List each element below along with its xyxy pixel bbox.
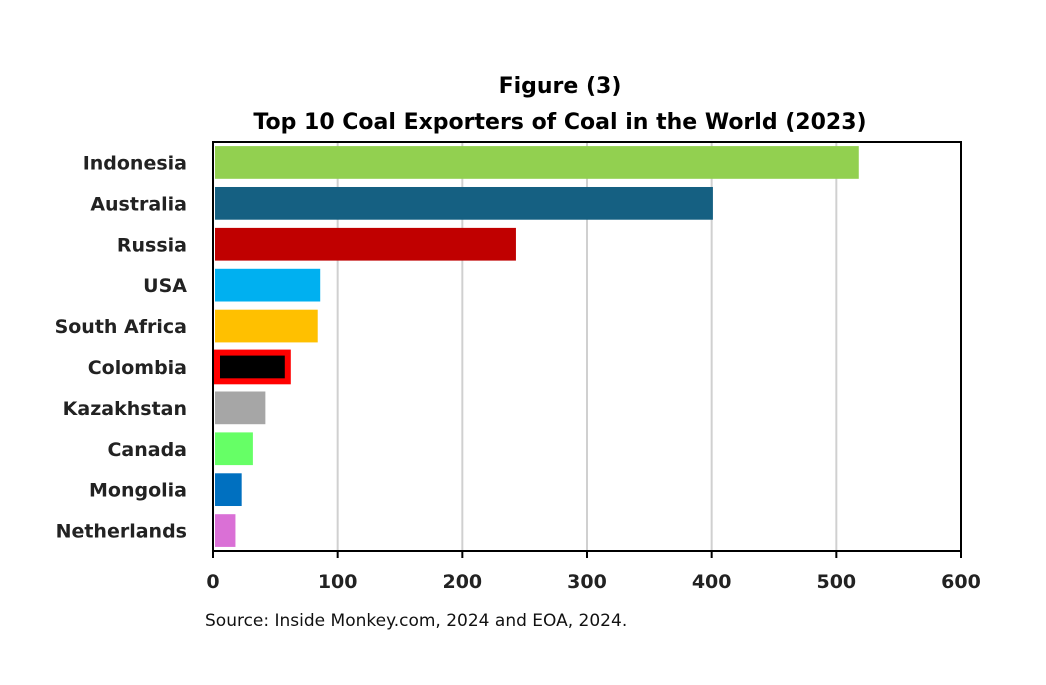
bar-indonesia <box>215 146 859 179</box>
bar-colombia <box>214 349 291 385</box>
bar-russia <box>215 227 516 261</box>
x-tick-label-100: 100 <box>318 571 358 593</box>
category-label-colombia: Colombia <box>88 357 187 379</box>
category-label-usa: USA <box>143 275 187 297</box>
category-label-australia: Australia <box>90 193 187 215</box>
bar-canada <box>215 432 253 466</box>
bar-kazakhstan <box>215 391 266 425</box>
category-labels: Indonesia Australia Russia USA South Africa C… <box>55 152 188 542</box>
category-label-canada: Canada <box>107 439 187 461</box>
bar-usa <box>215 268 321 302</box>
bars <box>214 146 859 547</box>
category-label-indonesia: Indonesia <box>83 152 187 174</box>
category-label-south-africa: South Africa <box>55 316 187 338</box>
chart-title-line2: Top 10 Coal Exporters of Coal in the Wor… <box>253 110 866 135</box>
bar-netherlands <box>215 514 236 547</box>
x-tick-label-500: 500 <box>816 571 856 593</box>
bar-south-africa <box>215 309 318 343</box>
category-label-mongolia: Mongolia <box>89 480 187 502</box>
x-tick-label-200: 200 <box>442 571 482 593</box>
category-label-kazakhstan: Kazakhstan <box>63 398 187 420</box>
source-note: Source: Inside Monkey.com, 2024 and EOA,… <box>205 611 627 631</box>
x-tick-label-300: 300 <box>567 571 607 593</box>
x-tick-label-0: 0 <box>206 571 219 593</box>
chart-title-line1: Figure (3) <box>499 74 622 99</box>
category-label-russia: Russia <box>117 234 187 256</box>
x-tick-label-400: 400 <box>692 571 732 593</box>
bar-australia <box>215 186 713 220</box>
category-label-netherlands: Netherlands <box>56 521 187 543</box>
x-tick-label-600: 600 <box>941 571 981 593</box>
x-axis-ticks: 0 100 200 300 400 500 600 <box>206 551 981 593</box>
bar-mongolia <box>215 473 242 507</box>
